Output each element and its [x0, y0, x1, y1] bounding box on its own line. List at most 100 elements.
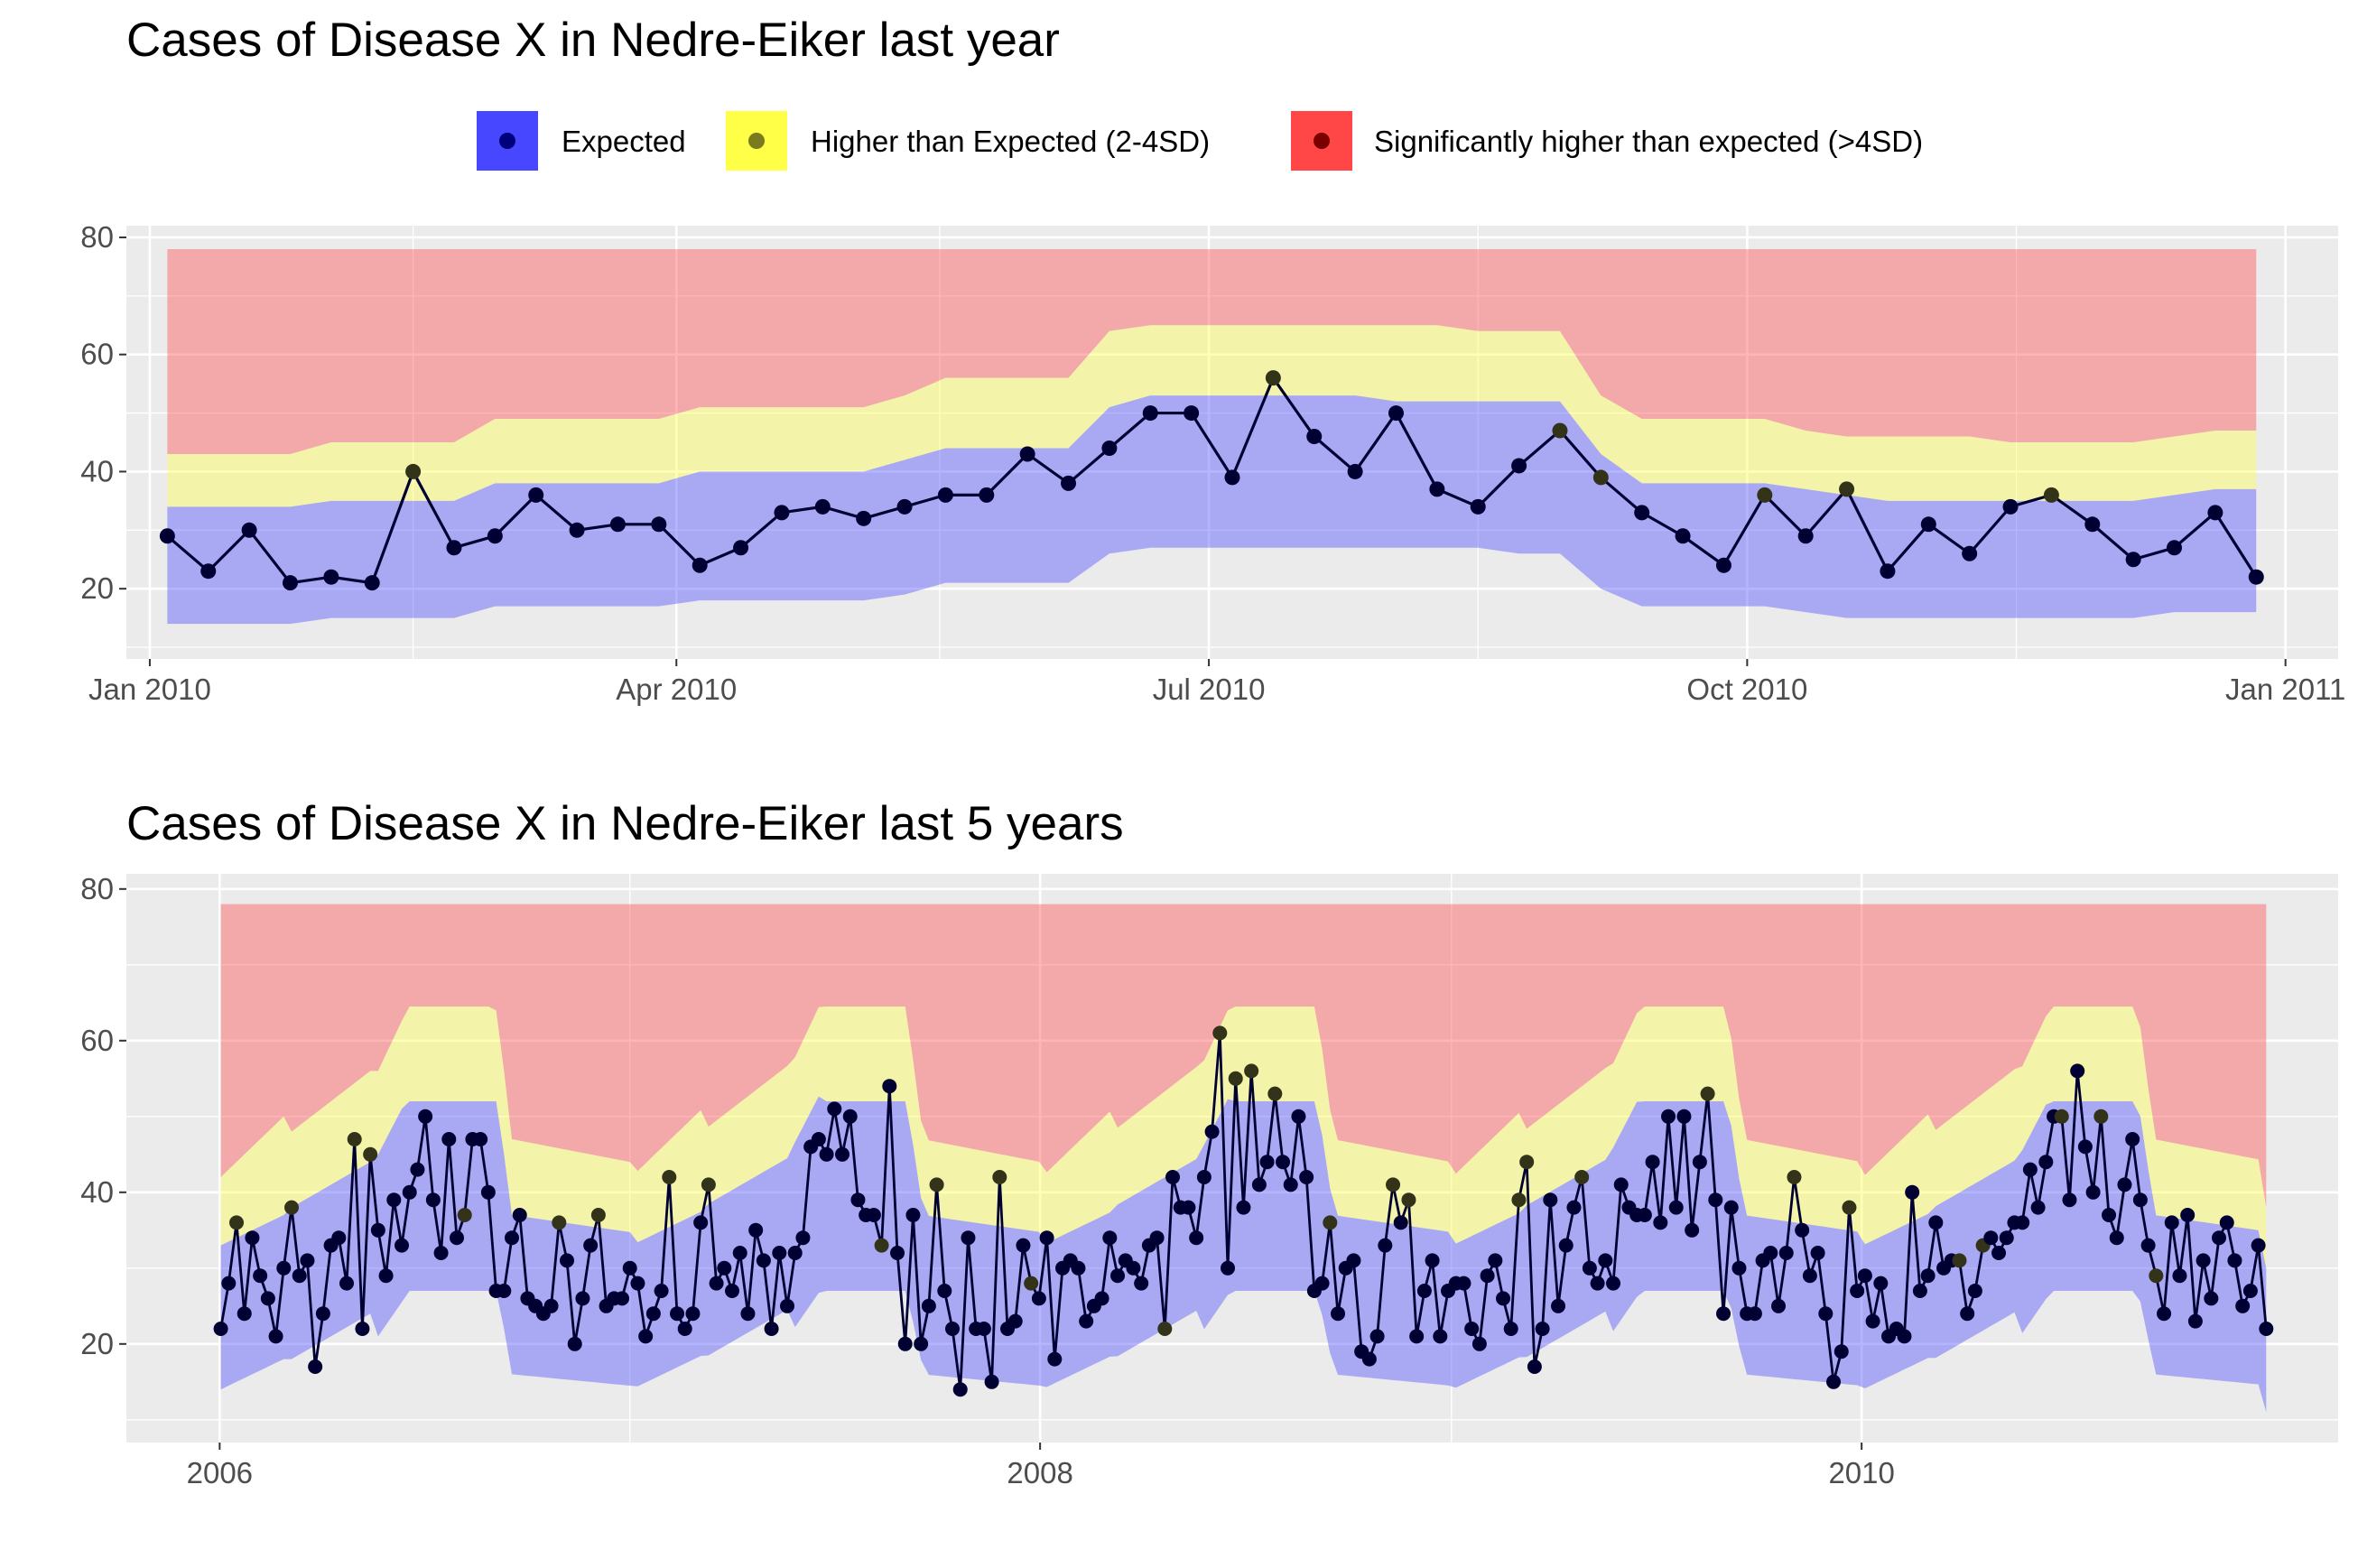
point-expected: [1346, 1253, 1361, 1268]
x-tick-label: 2006: [187, 1456, 253, 1489]
point-expected: [1865, 1313, 1880, 1329]
band-significant: [220, 904, 2267, 1208]
y-tick-label: 80: [80, 872, 114, 905]
point-expected: [811, 1132, 826, 1146]
point-expected: [748, 1222, 764, 1238]
point-expected: [1259, 1155, 1275, 1170]
point-expected: [1676, 1109, 1692, 1124]
point-expected: [1833, 1344, 1849, 1359]
point-expected: [1061, 475, 1077, 491]
point-expected: [1606, 1276, 1621, 1291]
point-expected: [856, 510, 872, 526]
point-expected: [1983, 1230, 1999, 1246]
point-higher: [1842, 1200, 1857, 1215]
point-higher: [284, 1200, 300, 1215]
x-tick-label: 2010: [1828, 1456, 1894, 1489]
x-tick-label: Apr 2010: [616, 673, 737, 706]
point-expected: [1763, 1246, 1778, 1260]
point-expected: [364, 575, 380, 591]
point-expected: [1582, 1260, 1597, 1276]
point-expected: [1378, 1238, 1393, 1253]
legend-dot-significant: [1314, 133, 1330, 149]
point-higher: [1511, 1192, 1527, 1208]
point-expected: [1134, 1276, 1149, 1291]
point-expected: [1126, 1260, 1141, 1276]
point-expected: [1283, 1177, 1298, 1192]
point-expected: [1826, 1374, 1842, 1389]
point-expected: [2235, 1298, 2251, 1313]
point-expected: [905, 1208, 921, 1222]
point-expected: [1276, 1155, 1291, 1170]
point-expected: [213, 1322, 228, 1336]
y-tick-label: 40: [80, 1175, 114, 1209]
point-expected: [1470, 498, 1486, 515]
point-expected: [1361, 1351, 1377, 1367]
point-expected: [1306, 429, 1323, 445]
point-expected: [1416, 1284, 1432, 1298]
point-expected: [2212, 1230, 2227, 1246]
point-higher: [1839, 481, 1855, 497]
point-expected: [1488, 1253, 1503, 1268]
point-expected: [819, 1146, 834, 1162]
legend-item-significant: Significantly higher than expected (>4SD…: [1291, 111, 1923, 171]
point-expected: [1778, 1246, 1794, 1260]
point-expected: [1685, 1222, 1700, 1238]
point-expected: [692, 557, 708, 573]
legend-item-expected: Expected: [477, 111, 686, 171]
point-expected: [756, 1253, 771, 1268]
point-expected: [1019, 446, 1035, 462]
band-significant: [167, 248, 2257, 454]
point-expected: [1184, 405, 1200, 422]
y-tick-label: 60: [80, 338, 114, 371]
point-higher: [2093, 1109, 2109, 1124]
point-expected: [1543, 1192, 1558, 1208]
point-expected: [1369, 1329, 1385, 1344]
point-expected: [1433, 1329, 1448, 1344]
point-expected: [2196, 1253, 2211, 1268]
point-higher: [1952, 1253, 1967, 1268]
point-expected: [651, 516, 667, 533]
point-expected: [1795, 1222, 1810, 1238]
point-expected: [1314, 1276, 1330, 1291]
point-expected: [1708, 1192, 1723, 1208]
point-expected: [1007, 1313, 1023, 1329]
point-higher: [405, 463, 422, 479]
x-tick-label: Jul 2010: [1153, 673, 1266, 706]
chart-title-last-year: Cases of Disease X in Nedre-Eiker last y…: [126, 14, 1060, 67]
point-expected: [543, 1298, 559, 1313]
point-expected: [961, 1230, 976, 1246]
point-expected: [1613, 1177, 1629, 1192]
point-expected: [2015, 1215, 2030, 1230]
point-expected: [1962, 545, 1978, 561]
point-expected: [937, 487, 953, 503]
band-higher: [220, 1007, 2267, 1268]
point-expected: [740, 1306, 756, 1322]
band-expected: [220, 1096, 2267, 1413]
point-expected: [276, 1260, 292, 1276]
point-expected: [1079, 1313, 1094, 1329]
point-expected: [1102, 1230, 1118, 1246]
point-expected: [1928, 1215, 1944, 1230]
point-expected: [378, 1268, 394, 1284]
point-expected: [2157, 1306, 2172, 1322]
point-expected: [2085, 1184, 2101, 1200]
point-higher: [2043, 487, 2059, 503]
point-higher: [1757, 487, 1773, 503]
point-expected: [2242, 1284, 2258, 1298]
point-higher: [457, 1208, 472, 1222]
point-expected: [1047, 1351, 1063, 1367]
band-higher: [167, 325, 2257, 507]
point-expected: [2164, 1215, 2179, 1230]
point-expected: [2140, 1238, 2156, 1253]
point-expected: [1031, 1291, 1046, 1306]
point-expected: [1920, 1268, 1936, 1284]
point-higher: [1787, 1170, 1802, 1184]
point-expected: [395, 1238, 410, 1253]
point-expected: [835, 1146, 850, 1162]
legend-dot-expected: [499, 133, 515, 149]
point-expected: [1668, 1200, 1684, 1215]
x-tick-label: Oct 2010: [1686, 673, 1807, 706]
point-expected: [1771, 1298, 1787, 1313]
point-higher: [874, 1238, 889, 1253]
point-expected: [787, 1246, 803, 1260]
